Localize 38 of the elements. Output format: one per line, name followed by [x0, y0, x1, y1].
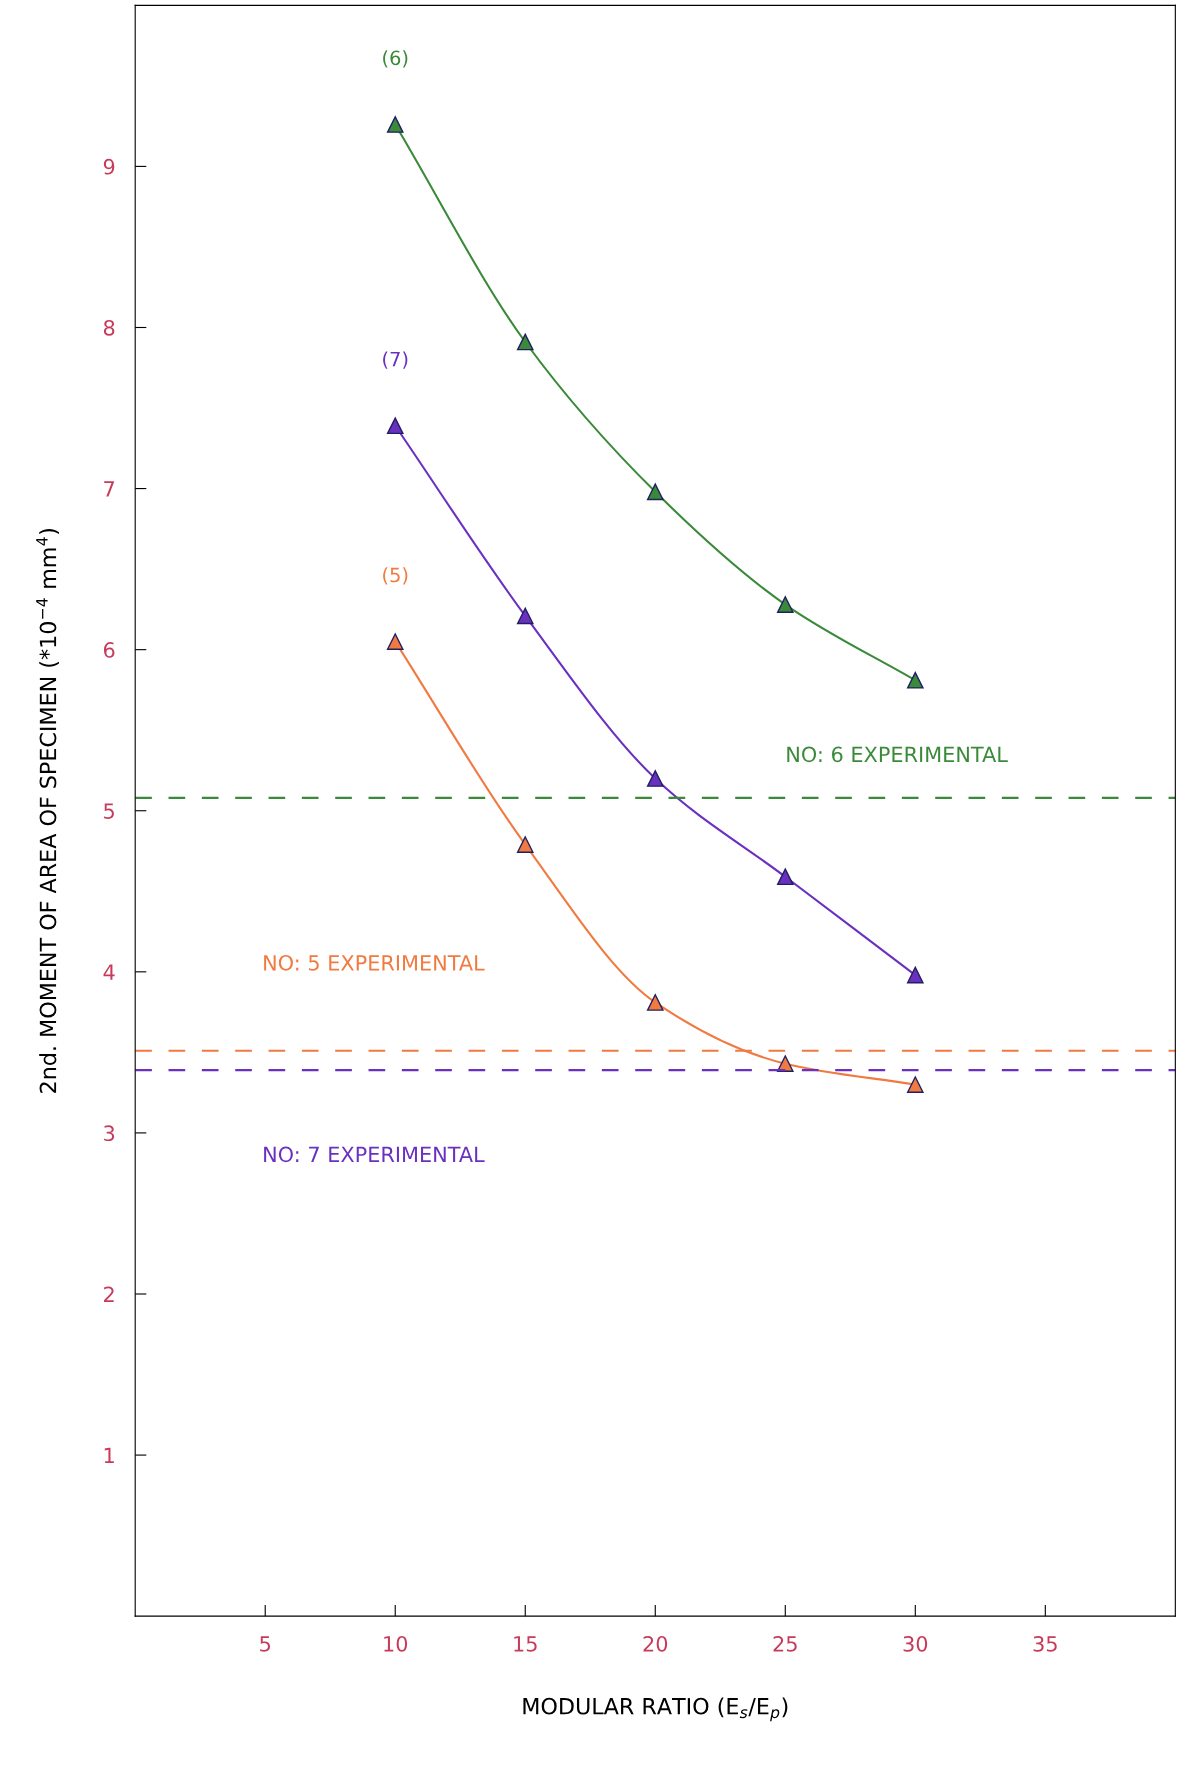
x-tick-label: 15	[514, 1636, 537, 1652]
text: (6)	[383, 50, 408, 68]
y-tick-label: 6	[103, 642, 115, 658]
point	[776, 596, 794, 613]
point	[386, 633, 404, 650]
point	[516, 836, 534, 853]
y-tick-label: 9	[103, 158, 115, 175]
y-tick-label: 2	[104, 1286, 114, 1302]
point	[646, 994, 664, 1011]
point	[776, 868, 794, 886]
point	[386, 116, 404, 133]
x-axis-title: MODULAR RATIO (E$_{s}$/E$_{p}$)	[523, 1697, 788, 1722]
point	[386, 417, 404, 435]
point	[646, 770, 664, 787]
y-tick-label: 1	[104, 1447, 114, 1463]
x-tick-label: 10	[384, 1635, 408, 1652]
point	[906, 966, 924, 984]
y-tick-label: 7	[104, 481, 114, 497]
y-tick-label: 8	[103, 319, 115, 336]
y-tick-label: 3	[104, 1125, 115, 1142]
text: (7)	[383, 351, 408, 369]
annotation: NO: 5 EXPERIMENTAL	[264, 954, 485, 971]
text: (5)	[383, 567, 408, 585]
annotation: NO: 6 EXPERIMENTAL	[787, 746, 1008, 763]
point	[516, 607, 534, 625]
x-tick-label: 20	[643, 1635, 668, 1652]
point	[646, 483, 664, 501]
y-tick-label: 4	[103, 964, 115, 980]
x-tick-label: 35	[1033, 1635, 1057, 1652]
y-tick-label: 5	[104, 803, 114, 819]
point	[906, 1076, 924, 1093]
x-tick-label: 5	[260, 1636, 271, 1652]
x-tick-label: 25	[773, 1635, 797, 1652]
y-axis-title: 2nd. MOMENT OF AREA OF SPECIMEN (*10$^{−4}$ mm$^{4}$)	[36, 529, 59, 1093]
point	[906, 671, 924, 689]
annotation: NO: 7 EXPERIMENTAL	[264, 1146, 485, 1163]
x-tick-label: 30	[903, 1635, 928, 1652]
point	[516, 333, 534, 351]
